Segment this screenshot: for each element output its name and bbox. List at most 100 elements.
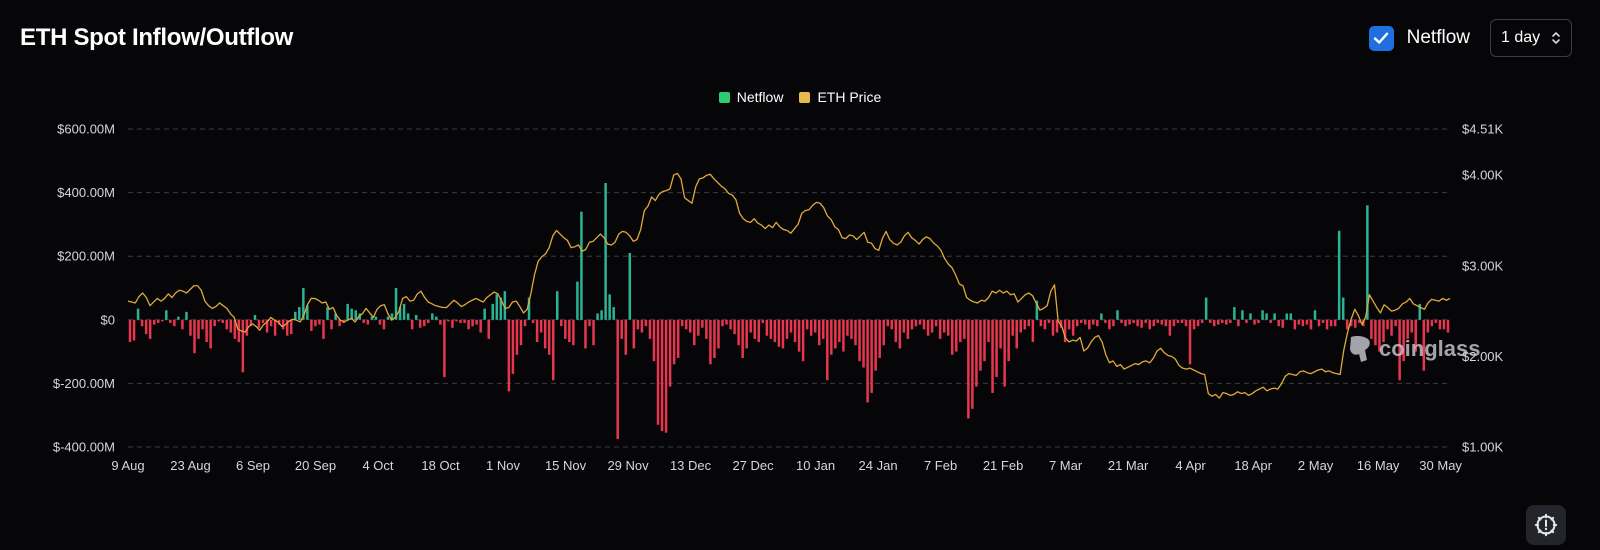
x-axis-tick-label: 21 Mar [1108,458,1149,473]
netflow-bar [680,319,684,327]
legend-item-netflow[interactable]: Netflow [718,89,784,105]
netflow-bar [1015,319,1018,349]
netflow-bar [672,319,676,365]
netflow-bar [213,319,216,327]
netflow-bar [822,319,825,339]
left-axis-tick-label: $-200.00M [53,376,115,391]
x-axis-tick-label: 1 Nov [486,458,520,473]
netflow-bar [1092,319,1095,325]
netflow-bar [858,319,861,362]
netflow-bar [169,319,172,323]
netflow-bar [1196,319,1200,327]
netflow-bar [616,319,619,440]
netflow-bar [971,319,974,409]
toolbar: Netflow 1 day [1368,19,1572,57]
netflow-checkbox[interactable] [1368,25,1394,51]
right-axis-tick-label: $4.00K [1462,168,1504,183]
netflow-toggle-label[interactable]: Netflow [1406,27,1470,48]
netflow-bar [898,319,902,349]
netflow-bar [1200,319,1204,323]
netflow-bar [632,319,636,349]
netflow-bar [729,319,732,330]
netflow-bar [1172,319,1176,327]
netflow-bar [511,319,515,374]
netflow-bar [245,319,249,336]
netflow-bar [1358,319,1361,323]
netflow-bar [801,319,805,362]
netflow-bar [660,319,664,432]
chart-legend: Netflow ETH Price [0,89,1600,105]
netflow-bar [547,319,551,355]
netflow-bar [1301,319,1305,327]
netflow-bar [963,319,966,339]
netflow-bar [1221,319,1224,323]
netflow-bar [1144,319,1147,323]
netflow-bar [886,319,889,327]
netflow-bar [185,311,188,320]
netflow-bar [894,319,898,343]
netflow-bar [1233,307,1236,320]
legend-label-netflow: Netflow [736,89,784,105]
netflow-bar [491,303,495,320]
x-axis-ticks: 9 Aug 23 Aug 6 Sep 20 Sep 4 Oct 18 Oct 1 Nov 15… [111,458,1462,473]
netflow-bar [556,291,559,320]
netflow-bar [955,319,958,352]
netflow-bar [1217,319,1220,325]
netflow-bar [676,319,680,358]
netflow-bar [1067,319,1071,330]
netflow-bar [789,319,793,333]
netflow-bar [318,319,321,325]
netflow-bar [193,319,196,354]
legend-item-eth-price[interactable]: ETH Price [799,89,881,105]
netflow-bar [1140,319,1143,328]
netflow-bar [942,319,946,333]
settings-alert-icon [1534,513,1558,537]
netflow-bar [1321,319,1325,323]
netflow-bar [1208,319,1212,323]
netflow-bar [765,319,769,336]
legend-swatch-netflow [718,91,730,103]
grid-lines [128,128,1450,448]
x-axis-tick-label: 27 Dec [732,458,774,473]
netflow-bar [459,319,462,323]
netflow-bar [918,319,922,325]
netflow-bar [398,307,402,320]
netflow-bar [455,319,458,322]
left-axis-ticks: $600.00M $400.00M $200.00M $0 $-200.00M $-400… [53,122,115,455]
interval-select[interactable]: 1 day [1490,19,1572,57]
netflow-bar [1007,319,1010,362]
netflow-bar [1426,319,1430,333]
settings-button[interactable] [1526,505,1566,545]
netflow-bar [201,319,204,330]
netflow-bar [1398,319,1401,381]
netflow-bar [1410,319,1413,333]
netflow-bar [410,319,414,330]
x-axis-tick-label: 29 Nov [607,458,649,473]
netflow-bar [1325,319,1329,330]
netflow-bar [507,319,511,392]
netflow-bar [1378,319,1381,352]
legend-swatch-eth-price [799,91,811,103]
netflow-bar [777,319,781,347]
netflow-bar [233,319,237,339]
netflow-bar [959,319,962,343]
netflow-bar [1031,319,1035,343]
netflow-bar [773,319,777,343]
netflow-bar [1116,310,1119,320]
netflow-bar [483,308,486,320]
netflow-bar [668,319,672,387]
netflow-bar [834,319,837,349]
netflow-bar [1192,319,1196,330]
x-axis-tick-label: 20 Sep [295,458,336,473]
netflow-bar [1418,303,1422,320]
chevron-up-down-icon [1552,32,1560,44]
netflow-bar [1394,319,1397,327]
netflow-bar [1063,319,1067,343]
netflow-bar [394,288,398,320]
netflow-bar [664,319,668,433]
netflow-bars [128,183,1450,440]
netflow-bar [830,319,833,355]
netflow-bar [451,319,454,328]
netflow-bar [1337,230,1341,320]
netflow-bar [902,319,906,333]
